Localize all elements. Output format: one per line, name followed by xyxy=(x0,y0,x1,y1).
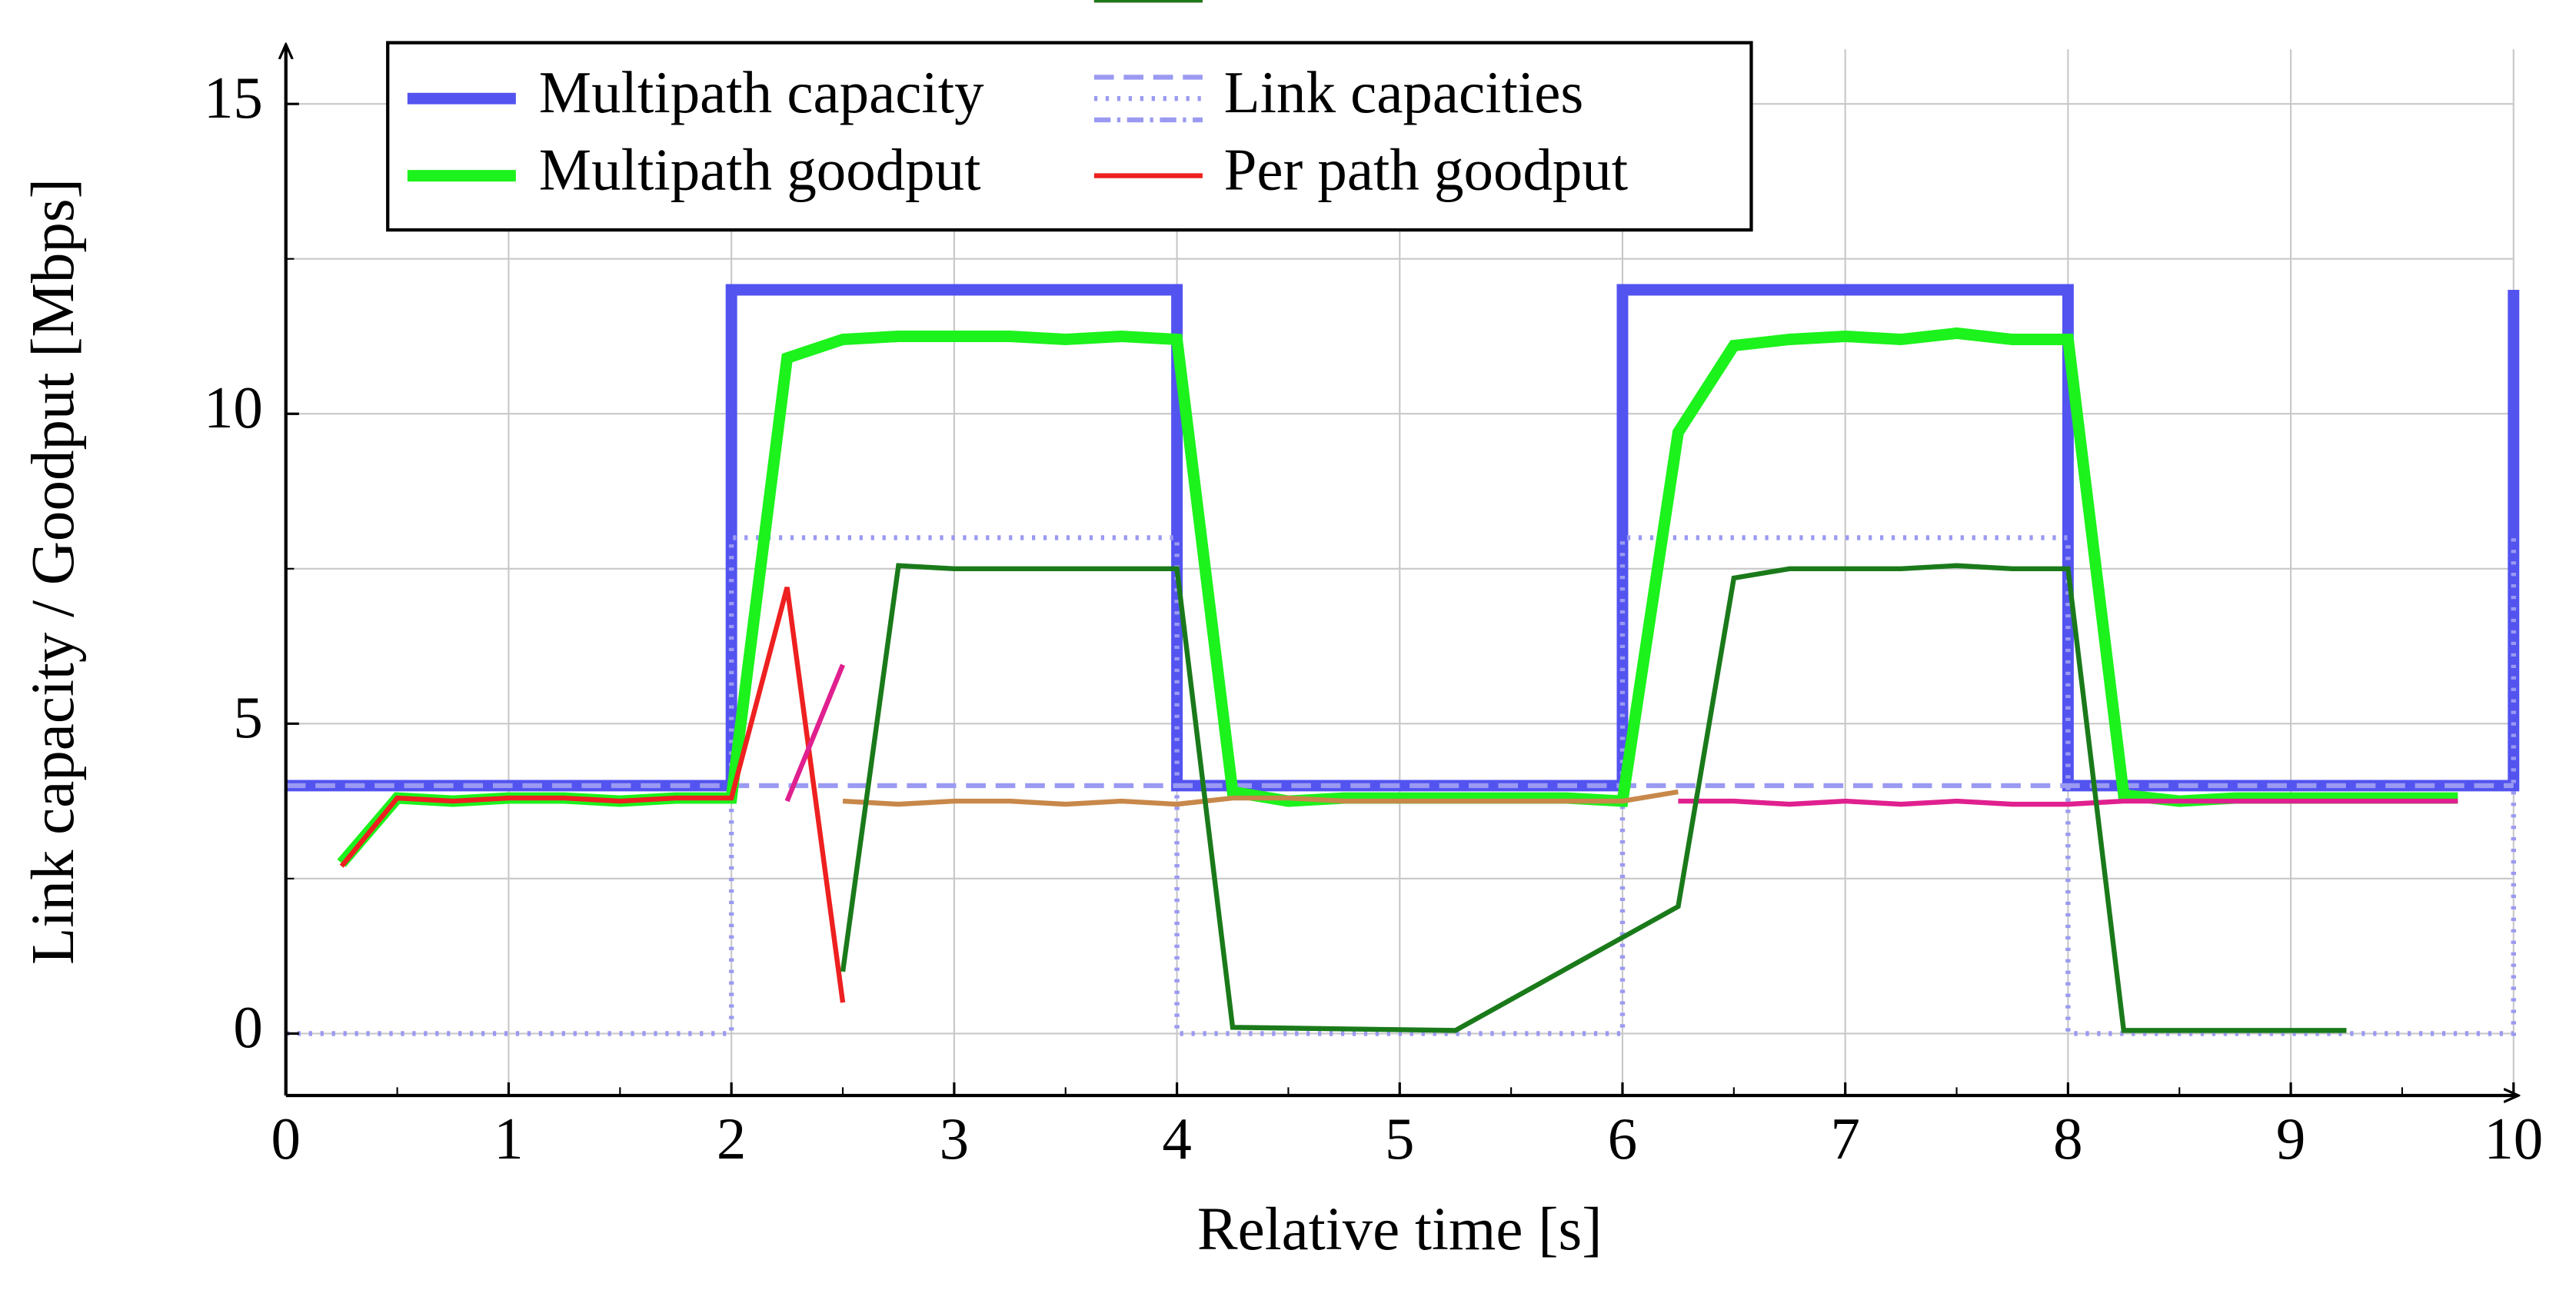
legend-box xyxy=(386,41,1753,232)
x-tick-label: 1 xyxy=(494,1105,523,1172)
x-tick-label: 3 xyxy=(940,1105,969,1172)
x-tick-label: 4 xyxy=(1162,1105,1191,1172)
series-line xyxy=(784,663,845,803)
x-tick-label: 6 xyxy=(1608,1105,1637,1172)
x-tick-label: 10 xyxy=(2484,1105,2543,1172)
y-tick-label: 15 xyxy=(204,65,263,131)
series-line xyxy=(840,563,2347,1033)
series-line xyxy=(842,789,1679,807)
legend: Multipath capacity Link capacities Multipa… xyxy=(386,0,1753,232)
x-tick-label: 8 xyxy=(2053,1105,2082,1172)
y-tick-label: 10 xyxy=(204,374,263,441)
y-tick-label: 5 xyxy=(233,684,262,750)
y-axis-label: Link capacity / Goodput [Mbps] xyxy=(20,178,87,965)
plot-area xyxy=(285,284,2520,1036)
x-axis-label: Relative time [s] xyxy=(1197,1196,1603,1263)
series-line xyxy=(1678,798,2458,807)
x-tick-label: 7 xyxy=(1830,1105,1859,1172)
legend-label: Multipath goodput xyxy=(539,136,981,202)
series-line xyxy=(339,587,846,1003)
ticks: 0 1 2 3 4 5 6 7 8 9 10 0 5 10 15 xyxy=(204,65,2543,1172)
legend-label: Link capacities xyxy=(1224,59,1584,125)
x-tick-label: 9 xyxy=(2276,1105,2305,1172)
legend-label: Multipath capacity xyxy=(539,59,984,125)
x-tick-label: 0 xyxy=(271,1105,301,1172)
legend-label: Per path goodput xyxy=(1224,136,1628,202)
x-tick-label: 2 xyxy=(717,1105,746,1172)
x-tick-label: 5 xyxy=(1385,1105,1414,1172)
y-tick-label: 0 xyxy=(233,994,262,1060)
